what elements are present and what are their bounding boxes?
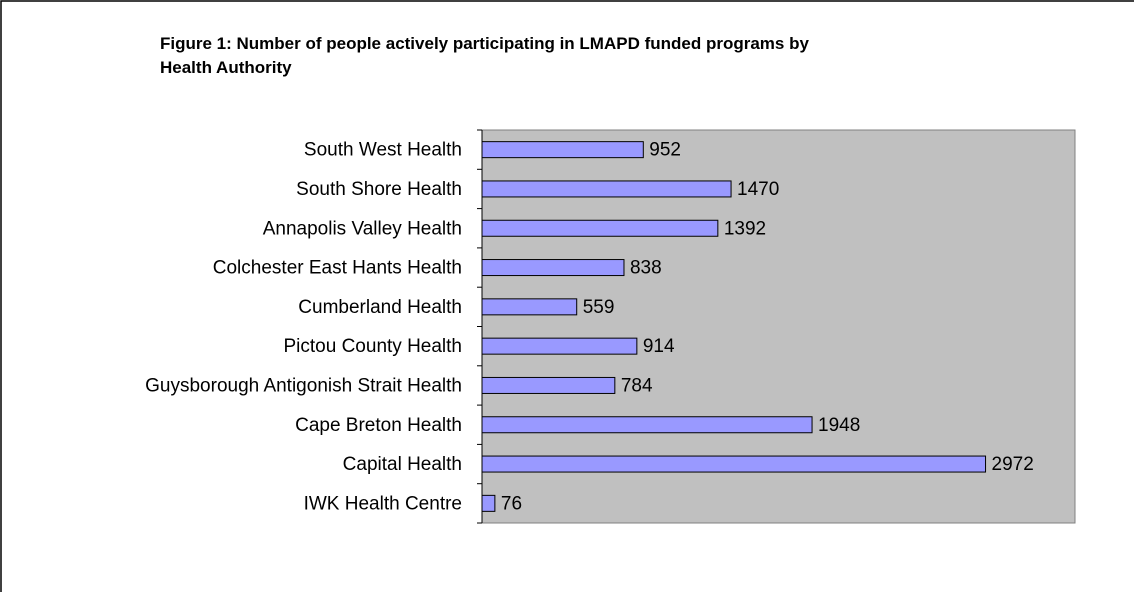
bar [481, 376, 616, 394]
y-tick-label: South West Health [304, 140, 462, 161]
y-tick-label: Cumberland Health [298, 297, 462, 318]
bar [481, 259, 625, 277]
y-tick-label: Guysborough Antigonish Strait Health [145, 375, 462, 396]
data-label: 838 [630, 258, 662, 279]
y-tick-label: Capital Health [343, 454, 462, 475]
bar [481, 455, 987, 473]
y-tick-label: Cape Breton Health [295, 415, 462, 436]
data-label: 76 [501, 493, 522, 514]
y-tick-label: South Shore Health [296, 179, 462, 200]
bar [481, 337, 638, 355]
data-label: 952 [649, 140, 681, 161]
data-label: 2972 [992, 454, 1034, 475]
data-label: 784 [621, 375, 653, 396]
bar [481, 219, 719, 237]
data-label: 559 [583, 297, 615, 318]
y-tick-label: Colchester East Hants Health [213, 258, 462, 279]
bar [481, 141, 644, 159]
y-tick-label: IWK Health Centre [304, 493, 462, 514]
data-label: 1392 [724, 218, 766, 239]
y-tick-label: Annapolis Valley Health [263, 218, 462, 239]
chart-title: Figure 1: Number of people actively part… [160, 34, 809, 77]
y-tick-label: Pictou County Health [284, 336, 463, 357]
bar [481, 298, 578, 316]
data-label: 1470 [737, 179, 779, 200]
data-label: 914 [643, 336, 675, 357]
data-label: 1948 [818, 415, 860, 436]
bar [481, 180, 732, 198]
bar [481, 494, 496, 512]
bar [481, 416, 813, 434]
